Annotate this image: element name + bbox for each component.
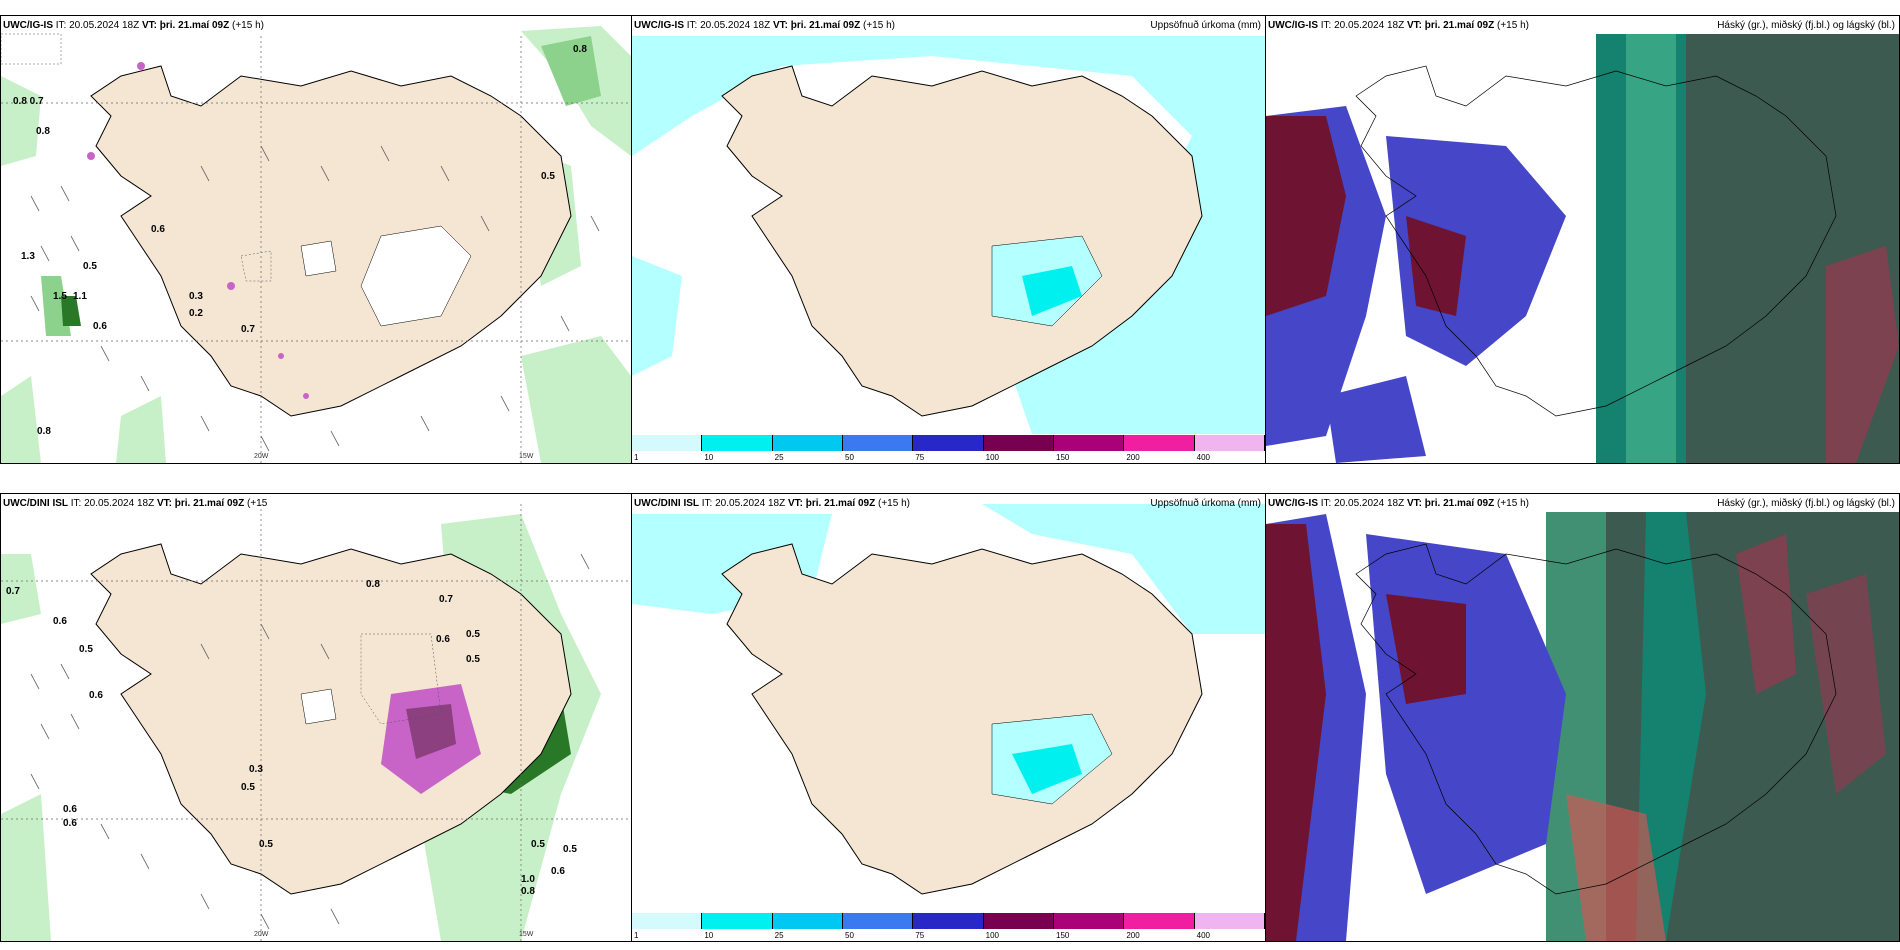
panel-title: Háský (gr.), miðský (fj.bl.) og lágský (… [1717,20,1895,31]
wind-value: 0.8 [37,426,51,437]
colorbar-segment [1054,435,1125,451]
colorbar-segment [1124,435,1195,451]
wind-value: 0.6 [436,634,450,645]
colorbar-segment [843,435,914,451]
colorbar-segment [913,913,984,929]
colorbar: 1 10 25 50 75 100 150 200 400 [632,435,1265,463]
wind-value: 0.5 [531,839,545,850]
wind-value: 0.7 [439,594,453,605]
wind-value: 0.5 [466,654,480,665]
precip-map [632,16,1265,463]
colorbar-segment [702,913,773,929]
wind-value: 0.6 [551,866,565,877]
wind-value: 0.6 [63,804,77,815]
panel-header: UWC/IG-IS IT: 20.05.2024 18Z VT: þri. 21… [634,20,895,31]
panel-header: UWC/IG-IS IT: 20.05.2024 18Z VT: þri. 21… [1268,20,1529,31]
colorbar-segment [1124,913,1195,929]
colorbar-label: 50 [845,453,854,462]
wind-value: 0.8 [573,44,587,55]
colorbar-label: 50 [845,931,854,940]
panel-header: UWC/DINI ISL IT: 20.05.2024 18Z VT: þri.… [3,498,268,509]
wind-value: 1.0 [521,874,535,885]
wind-value: 0.5 [83,261,97,272]
colorbar-label: 10 [704,453,714,462]
wind-value: 0.7 [6,586,20,597]
cloud-map [1266,16,1899,463]
wind-value: 0.3 [249,764,263,775]
lon-label: 20W [254,931,269,938]
panel-header: UWC/IG-IS IT: 20.05.2024 18Z VT: þri. 21… [1268,498,1529,509]
map-panel-bottom-right: UWC/IG-IS IT: 20.05.2024 18Z VT: þri. 21… [1265,493,1900,942]
wind-value: 0.5 [466,629,480,640]
colorbar-label: 100 [985,453,1000,462]
lon-label: 15W [519,453,534,460]
wind-value: 0.7 [241,324,255,335]
colorbar-label: 400 [1196,931,1211,940]
cloud-map [1266,494,1899,941]
map-panel-top-middle: UWC/IG-IS IT: 20.05.2024 18Z VT: þri. 21… [631,15,1266,464]
colorbar-segment [1054,913,1125,929]
wind-value: 0.5 [541,171,555,182]
wind-value: 0.6 [63,818,77,829]
colorbar-segment [632,913,703,929]
colorbar-label: 1 [634,931,639,940]
wind-value: 0.8 [366,579,380,590]
panel-title: Háský (gr.), miðský (fj.bl.) og lágský (… [1717,498,1895,509]
wind-value: 1.3 [21,251,35,262]
wind-value: 0.3 [189,291,203,302]
wind-value: 0.8 [36,126,50,137]
wind-value: 1.1 [73,291,87,302]
colorbar-segment [772,913,843,929]
colorbar-label: 75 [915,931,925,940]
wind-map [1,16,631,463]
colorbar-label: 150 [1056,931,1070,940]
colorbar-segment [913,435,984,451]
wind-value: 0.8 [521,886,535,897]
map-panel-top-left: UWC/IG-IS IT: 20.05.2024 18Z VT: þri. 21… [0,15,632,464]
wind-map [1,494,631,941]
colorbar-label: 1 [634,453,639,462]
wind-value: 0.5 [259,839,273,850]
wind-value: 0.6 [89,690,103,701]
lon-label: 15W [519,931,534,938]
wind-value: 0.6 [93,321,107,332]
colorbar-segment [983,435,1054,451]
map-panel-bottom-left: UWC/DINI ISL IT: 20.05.2024 18Z VT: þri.… [0,493,632,942]
colorbar-label: 200 [1126,931,1140,940]
colorbar-segment [983,913,1054,929]
map-panel-top-right: UWC/IG-IS IT: 20.05.2024 18Z VT: þri. 21… [1265,15,1900,464]
panel-header: UWC/IG-IS IT: 20.05.2024 18Z VT: þri. 21… [3,20,264,31]
colorbar-label: 25 [774,931,784,940]
wind-value: 0.2 [189,308,203,319]
colorbar-segment [1194,435,1265,451]
wind-value: 0.6 [53,616,67,627]
wind-value: 0.5 [79,644,93,655]
wind-value: 0.5 [563,844,577,855]
colorbar-label: 400 [1196,453,1211,462]
precip-map [632,494,1265,941]
colorbar-label: 25 [774,453,784,462]
lon-label: 20W [254,453,269,460]
colorbar-segment [702,435,773,451]
panel-title: Uppsöfnuð úrkoma (mm) [1150,498,1261,509]
wind-value: 1.5 [53,291,67,302]
colorbar-label: 10 [704,931,714,940]
colorbar-label: 200 [1126,453,1140,462]
colorbar-segment [632,435,703,451]
panel-title: Uppsöfnuð úrkoma (mm) [1150,20,1261,31]
colorbar-label: 75 [915,453,925,462]
colorbar-segment [843,913,914,929]
colorbar-segment [772,435,843,451]
colorbar-label: 100 [985,931,1000,940]
colorbar: 1 10 25 50 75 100 150 200 400 [632,913,1265,941]
wind-value: 0.5 [241,782,255,793]
colorbar-label: 150 [1056,453,1070,462]
panel-header: UWC/DINI ISL IT: 20.05.2024 18Z VT: þri.… [634,498,910,509]
colorbar-segment [1194,913,1265,929]
wind-value: 0.6 [151,224,165,235]
map-panel-bottom-middle: UWC/DINI ISL IT: 20.05.2024 18Z VT: þri.… [631,493,1266,942]
wind-value: 0.8 0.7 [13,96,44,107]
